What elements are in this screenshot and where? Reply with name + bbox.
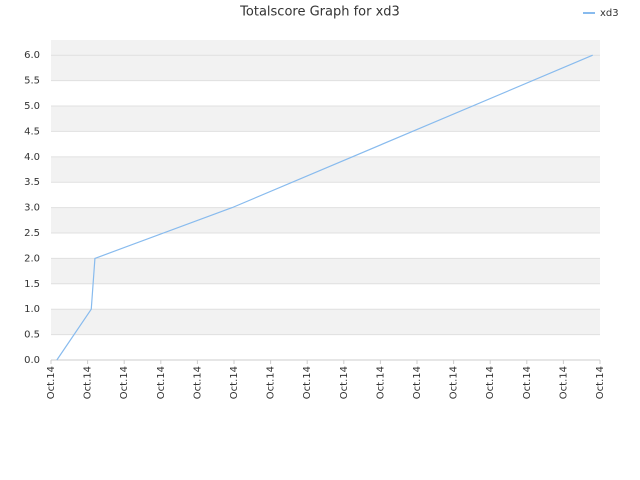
series-line [56, 54, 593, 361]
y-tick-label: 4.0 [24, 152, 40, 163]
x-tick-label: Oct.14 [339, 366, 350, 399]
x-tick-label: Oct.14 [522, 366, 533, 399]
y-tick-label: 5.5 [24, 76, 40, 87]
grid-band [51, 182, 600, 208]
y-tick-label: 0.5 [24, 330, 40, 341]
x-tick-label: Oct.14 [449, 366, 460, 399]
x-tick-label: Oct.14 [46, 366, 57, 399]
x-tick-label: Oct.14 [412, 366, 423, 399]
x-tick-label: Oct.14 [229, 366, 240, 399]
x-tick-label: Oct.14 [119, 366, 130, 399]
y-tick-label: 1.5 [24, 279, 40, 290]
x-tick-label: Oct.14 [485, 366, 496, 399]
y-tick-label: 3.0 [24, 203, 40, 214]
grid-band [51, 283, 600, 310]
grid-band [51, 334, 600, 360]
x-tick-label: Oct.14 [375, 366, 386, 399]
legend-label: xd3 [600, 8, 619, 19]
x-tick-label: Oct.14 [156, 366, 167, 399]
y-tick-label: 1.0 [24, 304, 40, 315]
x-tick-label: Oct.14 [302, 366, 313, 399]
y-tick-label: 6.0 [24, 50, 40, 61]
y-tick-label: 0.0 [24, 355, 40, 366]
x-tick-label: Oct.14 [192, 366, 203, 399]
grid-band [51, 80, 600, 107]
x-tick-label: Oct.14 [83, 366, 94, 399]
grid-band [51, 131, 600, 157]
y-tick-label: 4.5 [24, 126, 40, 137]
x-tick-label: Oct.14 [558, 366, 569, 399]
x-tick-label: Oct.14 [595, 366, 606, 399]
y-tick-label: 2.0 [24, 253, 40, 264]
x-tick-label: Oct.14 [266, 366, 277, 399]
chart-title: Totalscore Graph for xd3 [239, 5, 400, 20]
y-tick-label: 3.5 [24, 177, 40, 188]
grid-band [51, 233, 600, 259]
y-tick-label: 2.5 [24, 228, 40, 239]
y-tick-label: 5.0 [24, 101, 40, 112]
